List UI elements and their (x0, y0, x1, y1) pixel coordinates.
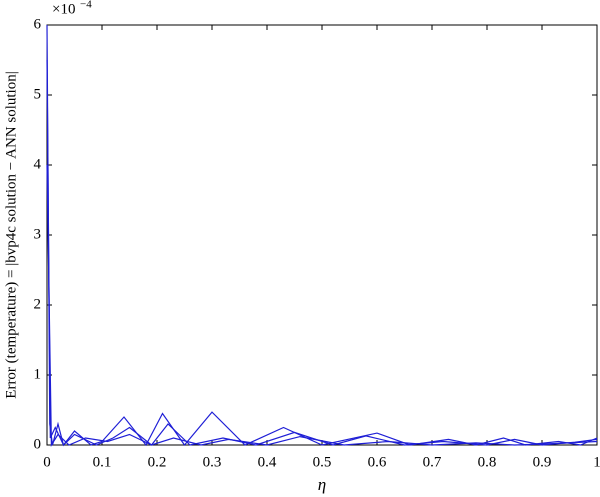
x-tick-label: 0.1 (93, 454, 112, 470)
y-tick-label: 5 (34, 86, 42, 102)
plot-frame (46, 24, 598, 446)
y-axis-label: Error (temperature) = |bvp4c solution − … (3, 71, 19, 398)
y-tick-label: 2 (34, 296, 42, 312)
y-tick-label: 4 (34, 156, 42, 172)
x-tick-label: 0.3 (203, 454, 222, 470)
x-tick-label: 1 (593, 454, 600, 470)
x-tick-label: 0.8 (478, 454, 497, 470)
y-tick-label: 3 (34, 226, 42, 242)
x-tick-label: 0 (43, 454, 51, 470)
x-tick-label: 0.2 (148, 454, 167, 470)
series-line (46, 164, 598, 448)
x-tick-label: 0.6 (368, 454, 387, 470)
y-scale-base: ×10 (52, 1, 75, 17)
series-line (46, 59, 598, 447)
series-line (46, 24, 598, 447)
x-tick-label: 0.9 (533, 454, 552, 470)
x-tick-label: 0.5 (313, 454, 332, 470)
x-tick-label: 0.4 (258, 454, 277, 470)
y-tick-label: 1 (34, 366, 42, 382)
x-tick-label: 0.7 (423, 454, 442, 470)
y-tick-label: 0 (34, 436, 42, 452)
y-scale-exponent: −4 (80, 0, 92, 11)
x-axis-label: η (318, 475, 326, 494)
y-tick-label: 6 (34, 16, 42, 32)
